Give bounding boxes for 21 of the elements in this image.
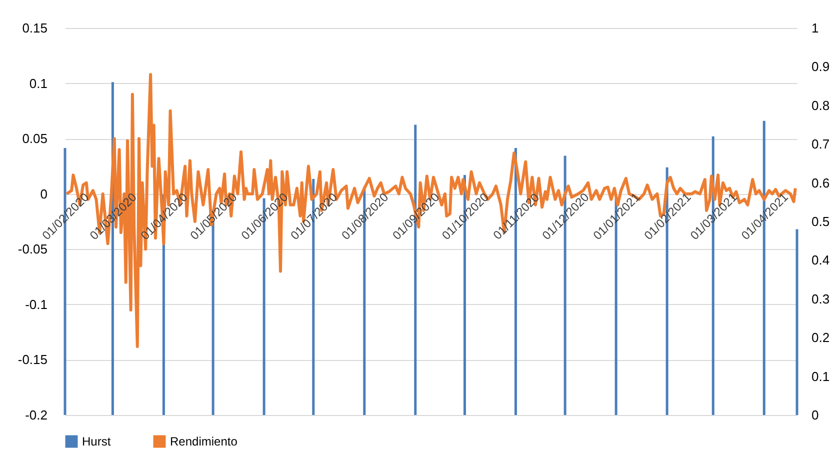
y2-tick-label: 0.3	[812, 291, 830, 306]
y2-tick-label: 0.2	[812, 330, 830, 346]
y2-tick-label: 0.5	[812, 214, 830, 229]
y2-tick-label: 0.7	[812, 136, 830, 152]
y-tick-label: 0.05	[22, 131, 48, 146]
y2-tick-label: 0.4	[812, 252, 830, 268]
legend-label: Hurst	[82, 434, 112, 449]
y2-tick-label: 0.9	[812, 59, 830, 74]
y-tick-label: -0.1	[25, 296, 48, 312]
y2-tick-label: 0.1	[812, 368, 830, 384]
bar	[796, 229, 798, 415]
legend-label: Rendimiento	[170, 434, 238, 449]
y-tick-label: 0.15	[22, 20, 48, 36]
y2-tick-label: 0.8	[812, 98, 830, 113]
y-tick-label: -0.05	[18, 242, 48, 257]
y-tick-label: 0.1	[29, 76, 48, 91]
y-tick-label: -0.15	[18, 352, 48, 368]
y2-tick-label: 0.6	[812, 175, 830, 190]
y2-tick-label: 1	[812, 20, 819, 36]
y-tick-label: -0.2	[25, 408, 48, 422]
y2-tick-label: 0	[812, 408, 819, 422]
